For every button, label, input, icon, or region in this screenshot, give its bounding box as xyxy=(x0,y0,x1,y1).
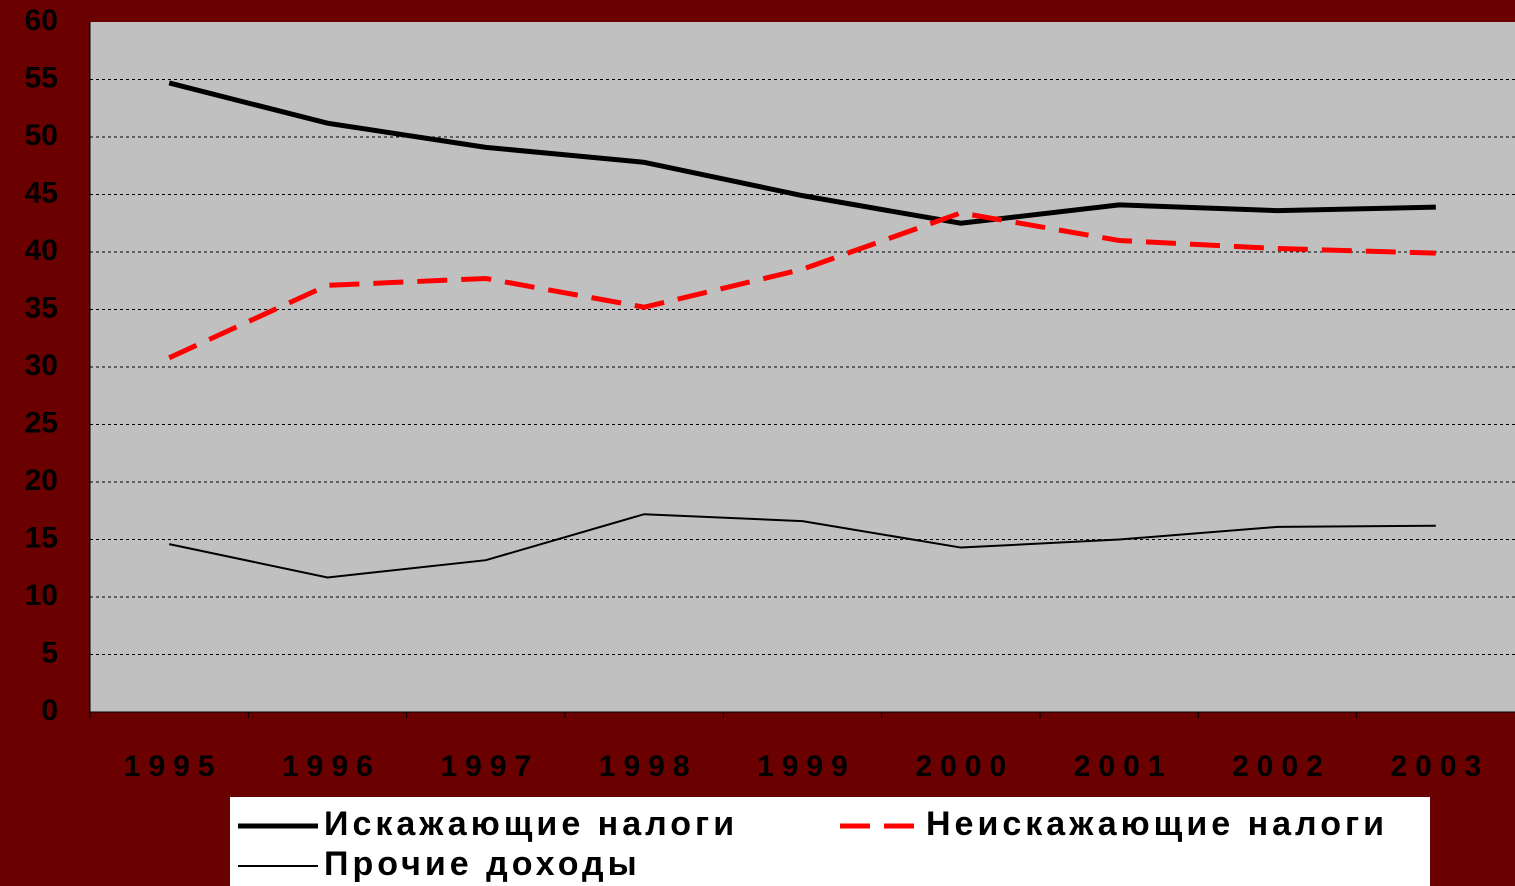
y-tick-label: 25 xyxy=(25,406,58,439)
line-series xyxy=(168,513,1436,579)
x-tick-label: 2001 xyxy=(1074,750,1173,783)
x-tick-label: 1995 xyxy=(124,750,223,783)
y-tick-label: 0 xyxy=(41,694,58,727)
x-tick-label: 2002 xyxy=(1232,750,1331,783)
y-tick-label: 10 xyxy=(25,579,58,612)
y-tick-label: 40 xyxy=(25,234,58,267)
y-tick-label: 15 xyxy=(25,521,58,554)
legend xyxy=(230,797,1430,886)
legend-label: Неискажающие налоги xyxy=(926,805,1388,843)
x-tick-label: 1997 xyxy=(440,750,539,783)
y-tick-label: 55 xyxy=(25,61,58,94)
x-tick-label: 1998 xyxy=(599,750,698,783)
legend-label: Искажающие налоги xyxy=(324,805,738,843)
x-tick-label: 1996 xyxy=(282,750,381,783)
x-tick-label: 2000 xyxy=(915,750,1014,783)
y-tick-label: 30 xyxy=(25,349,58,382)
x-tick-label: 1999 xyxy=(757,750,856,783)
y-tick-label: 60 xyxy=(25,4,58,37)
y-tick-label: 35 xyxy=(25,291,58,324)
line-series xyxy=(168,80,1436,226)
y-tick-label: 45 xyxy=(25,176,58,209)
y-tick-label: 50 xyxy=(25,119,58,152)
y-tick-label: 5 xyxy=(41,636,58,669)
line-series xyxy=(168,210,1436,361)
plot-area xyxy=(90,22,1515,712)
y-tick-label: 20 xyxy=(25,464,58,497)
legend-label: Прочие доходы xyxy=(324,845,641,883)
x-tick-label: 2003 xyxy=(1390,750,1489,783)
